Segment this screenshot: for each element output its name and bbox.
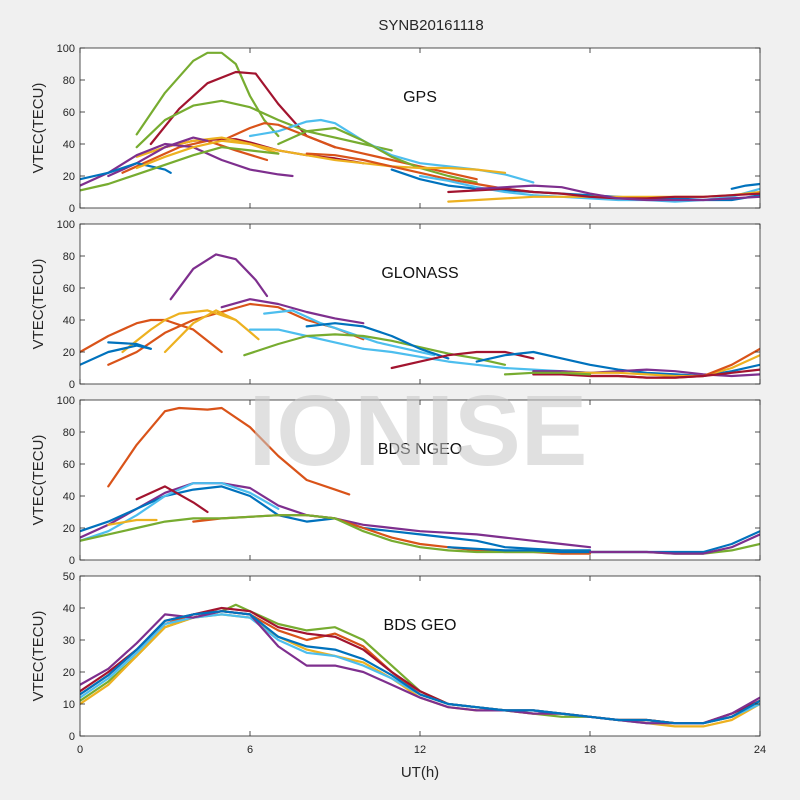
- series-line-8: [121, 139, 269, 174]
- y-tick-label: 10: [63, 699, 75, 711]
- series-line-2: [135, 99, 393, 152]
- x-tick-label: 18: [584, 744, 596, 756]
- panel-label: BDS GEO: [384, 617, 457, 634]
- series-line-6: [80, 610, 760, 725]
- y-tick-label: 30: [63, 635, 75, 647]
- series-line-10: [243, 333, 507, 366]
- y-tick-label: 100: [57, 219, 75, 231]
- y-tick-label: 60: [63, 107, 75, 119]
- panel-label: GPS: [403, 89, 437, 106]
- y-tick-label: 60: [63, 459, 75, 471]
- y-tick-label: 40: [63, 139, 75, 151]
- series-line-5: [107, 518, 158, 526]
- panel-label: BDS NGEO: [378, 441, 462, 458]
- series-group: [80, 406, 760, 555]
- y-tick-label: 40: [63, 491, 75, 503]
- y-axis-label: VTEC(TECU): [30, 83, 47, 174]
- series-line-12: [135, 139, 507, 174]
- y-tick-label: 20: [63, 347, 75, 359]
- watermark: IONISE: [249, 375, 588, 487]
- y-tick-label: 40: [63, 315, 75, 327]
- x-tick-label: 12: [414, 744, 426, 756]
- x-axis-label: UT(h): [401, 764, 439, 781]
- series-line-18: [475, 184, 760, 202]
- x-tick-label: 6: [247, 744, 253, 756]
- series-line-1: [220, 298, 365, 325]
- axes-background: [80, 576, 760, 736]
- y-tick-label: 40: [63, 603, 75, 615]
- y-tick-label: 0: [69, 203, 75, 215]
- y-tick-label: 0: [69, 379, 75, 391]
- series-line-18: [532, 368, 760, 379]
- x-tick-label: 24: [754, 744, 766, 756]
- series-line-9: [263, 309, 436, 357]
- series-line-19: [730, 182, 760, 190]
- series-line-5: [80, 610, 760, 725]
- series-group: [80, 603, 760, 728]
- series-line-5: [277, 126, 478, 184]
- y-tick-label: 50: [63, 571, 75, 583]
- series-group: [80, 51, 760, 203]
- y-tick-label: 20: [63, 171, 75, 183]
- series-line-3: [80, 482, 280, 542]
- y-axis-label: VTEC(TECU): [30, 259, 47, 350]
- panel-0: 0 20 40 60 80 100 VTEC(TECU) GPS: [30, 43, 761, 215]
- series-line-5: [163, 309, 260, 354]
- figure-title: SYNB20161118: [378, 17, 483, 34]
- y-tick-label: 20: [63, 667, 75, 679]
- y-tick-label: 80: [63, 251, 75, 263]
- series-line-4: [135, 485, 209, 514]
- panel-1: 0 20 40 60 80 100 VTEC(TECU) GLONASS: [30, 219, 761, 391]
- x-tick-label: 0: [77, 744, 83, 756]
- y-tick-label: 100: [57, 43, 75, 55]
- series-line-7: [107, 341, 152, 350]
- series-line-11: [80, 162, 172, 181]
- y-axis-label: VTEC(TECU): [30, 611, 47, 702]
- y-tick-label: 80: [63, 75, 75, 87]
- series-line-2: [80, 318, 223, 354]
- panel-2: 0 20 40 60 80 100 VTEC(TECU) BDS NGEO: [30, 395, 761, 567]
- series-line-1: [149, 70, 337, 149]
- y-tick-label: 100: [57, 395, 75, 407]
- y-tick-label: 0: [69, 731, 75, 743]
- panel-3: 0 10 20 30 40 50 0 6 12 18 24 VTEC(TECU) BDS GEO: [30, 571, 766, 756]
- axes-background: [80, 48, 760, 208]
- y-tick-label: 20: [63, 523, 75, 535]
- series-line-16: [560, 354, 760, 378]
- axes-background: [80, 224, 760, 384]
- series-line-13: [390, 350, 535, 370]
- series-line-20: [80, 146, 280, 192]
- series-line-0: [107, 406, 351, 496]
- series-line-9: [588, 533, 760, 555]
- y-tick-label: 60: [63, 283, 75, 295]
- y-tick-label: 80: [63, 427, 75, 439]
- series-line-11: [305, 322, 450, 360]
- y-tick-label: 0: [69, 555, 75, 567]
- series-line-0: [169, 253, 269, 301]
- panel-label: GLONASS: [381, 265, 458, 282]
- series-line-19: [503, 371, 592, 376]
- series-group: [80, 253, 760, 379]
- y-axis-label: VTEC(TECU): [30, 435, 47, 526]
- series-line-17: [447, 187, 760, 200]
